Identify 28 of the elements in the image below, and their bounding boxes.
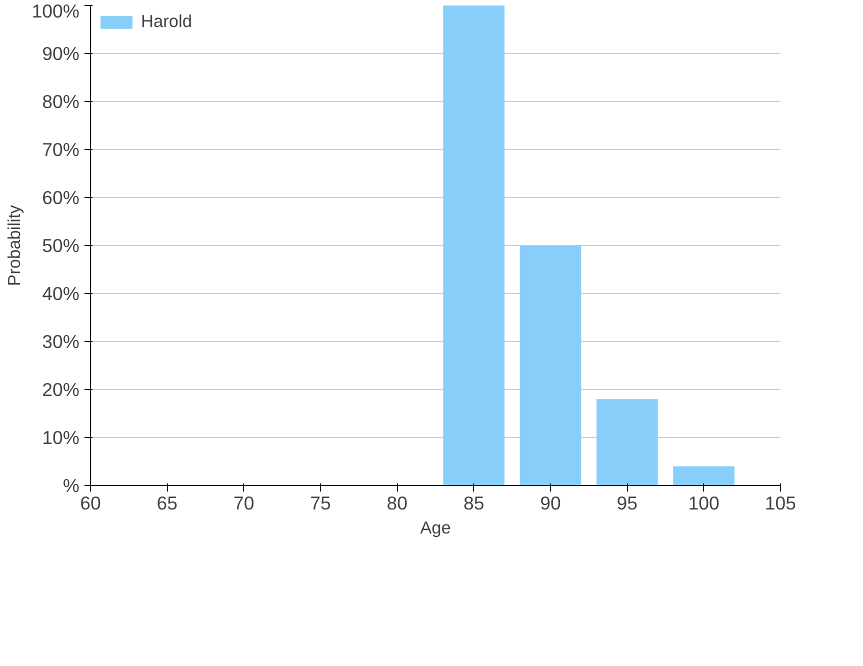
y-tick-label: 30%	[42, 331, 80, 352]
x-axis-title: Age	[420, 518, 451, 538]
x-tick-label: 80	[386, 492, 408, 514]
x-tick-label: 90	[540, 492, 561, 514]
y-tick-label: 90%	[42, 43, 80, 64]
x-tick-label: 70	[233, 492, 254, 514]
x-tick-label: 85	[463, 492, 484, 514]
bar	[443, 6, 504, 486]
legend-label: Harold	[141, 11, 192, 32]
bar	[596, 399, 658, 486]
bar	[673, 466, 734, 486]
x-tick-label: 95	[616, 492, 638, 514]
y-tick-label: 20%	[42, 379, 80, 400]
y-tick-label: 40%	[42, 283, 80, 304]
y-tick-label: 100%	[32, 0, 80, 22]
bar	[520, 246, 582, 486]
y-tick-label: 10%	[42, 427, 80, 448]
x-tick-label: 65	[156, 492, 178, 514]
x-tick-label: 100	[688, 492, 720, 514]
y-tick-label: 50%	[42, 235, 80, 256]
x-tick-label: 60	[80, 492, 101, 514]
y-tick-label: 60%	[42, 187, 80, 208]
y-tick-label: 80%	[42, 91, 80, 112]
x-tick-label: 75	[310, 492, 331, 514]
y-tick-label: %	[62, 475, 80, 496]
y-tick-label: 70%	[42, 139, 80, 160]
x-tick-label: 105	[764, 492, 796, 514]
y-axis-title: Probability	[4, 204, 24, 286]
